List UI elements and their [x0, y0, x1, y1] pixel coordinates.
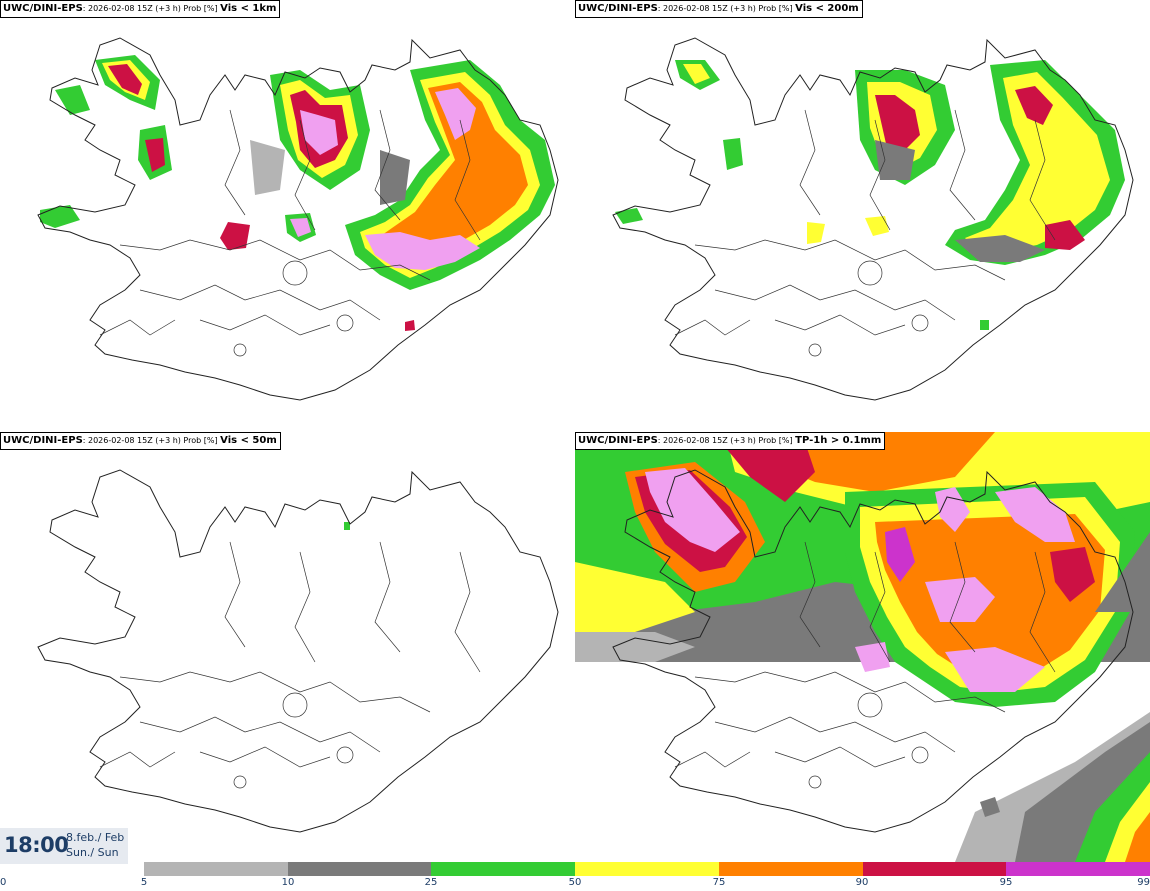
colorbar-segment — [1006, 862, 1150, 876]
panel-title-vis-1km: UWC/DINI-EPS: 2026-02-08 15Z (+3 h) Prob… — [0, 0, 281, 18]
colorbar-segment — [144, 862, 288, 876]
panel-title-vis-200m: UWC/DINI-EPS: 2026-02-08 15Z (+3 h) Prob… — [575, 0, 863, 18]
map-panel-vis-50m: UWC/DINI-EPS: 2026-02-08 15Z (+3 h) Prob… — [0, 432, 575, 862]
run-meta: : 2026-02-08 15Z (+3 h) Prob [%] — [82, 436, 218, 445]
threshold-label: TP-1h > 0.1mm — [795, 435, 882, 446]
colorbar-segment — [287, 862, 432, 876]
map-panel-vis-1km: UWC/DINI-EPS: 2026-02-08 15Z (+3 h) Prob… — [0, 0, 575, 430]
colorbar-segment — [862, 862, 1007, 876]
colorbar-segment — [431, 862, 576, 876]
run-meta: : 2026-02-08 15Z (+3 h) Prob [%] — [657, 4, 793, 13]
threshold-label: Vis < 50m — [220, 435, 277, 446]
colorbar-tick-label: 99 — [1137, 877, 1150, 888]
probability-fields — [40, 55, 555, 331]
valid-date: 8.feb./ Feb — [66, 831, 125, 844]
model-name: UWC/DINI-EPS — [578, 3, 658, 14]
valid-time: 18:00 — [4, 833, 69, 857]
colorbar-tick-label: 90 — [855, 877, 869, 888]
probability-fields — [575, 432, 1150, 862]
panel-title-vis-50m: UWC/DINI-EPS: 2026-02-08 15Z (+3 h) Prob… — [0, 432, 281, 450]
probability-fields — [344, 522, 350, 530]
valid-time-box: 18:00 8.feb./ Feb Sun./ Sun — [0, 828, 128, 864]
map-panel-precip: UWC/DINI-EPS: 2026-02-08 15Z (+3 h) Prob… — [575, 432, 1150, 862]
threshold-label: Vis < 1km — [220, 3, 277, 14]
colorbar-tick-label: 25 — [424, 877, 438, 888]
panel-title-precip: UWC/DINI-EPS: 2026-02-08 15Z (+3 h) Prob… — [575, 432, 886, 450]
model-name: UWC/DINI-EPS — [3, 3, 83, 14]
colorbar-segment — [718, 862, 863, 876]
iceland-map-vis-1km — [37, 37, 559, 401]
colorbar-tick-label: 75 — [712, 877, 726, 888]
iceland-map-vis-50m — [37, 469, 559, 833]
valid-day: Sun./ Sun — [66, 846, 119, 859]
probability-fields — [615, 60, 1125, 330]
colorbar-tick-label: 50 — [568, 877, 582, 888]
map-panel-vis-200m: UWC/DINI-EPS: 2026-02-08 15Z (+3 h) Prob… — [575, 0, 1150, 430]
colorbar-segment — [575, 862, 719, 876]
iceland-map-vis-200m — [612, 37, 1134, 401]
run-meta: : 2026-02-08 15Z (+3 h) Prob [%] — [657, 436, 793, 445]
model-name: UWC/DINI-EPS — [578, 435, 658, 446]
threshold-label: Vis < 200m — [795, 3, 859, 14]
model-name: UWC/DINI-EPS — [3, 435, 83, 446]
colorbar-tick-label: 10 — [281, 877, 295, 888]
colorbar — [144, 862, 1150, 876]
iceland-map-precip — [575, 432, 1150, 862]
colorbar-tick-label: 5 — [140, 877, 148, 888]
colorbar-tick-label: 0 — [0, 877, 7, 888]
colorbar-tick-label: 95 — [999, 877, 1013, 888]
run-meta: : 2026-02-08 15Z (+3 h) Prob [%] — [82, 4, 218, 13]
